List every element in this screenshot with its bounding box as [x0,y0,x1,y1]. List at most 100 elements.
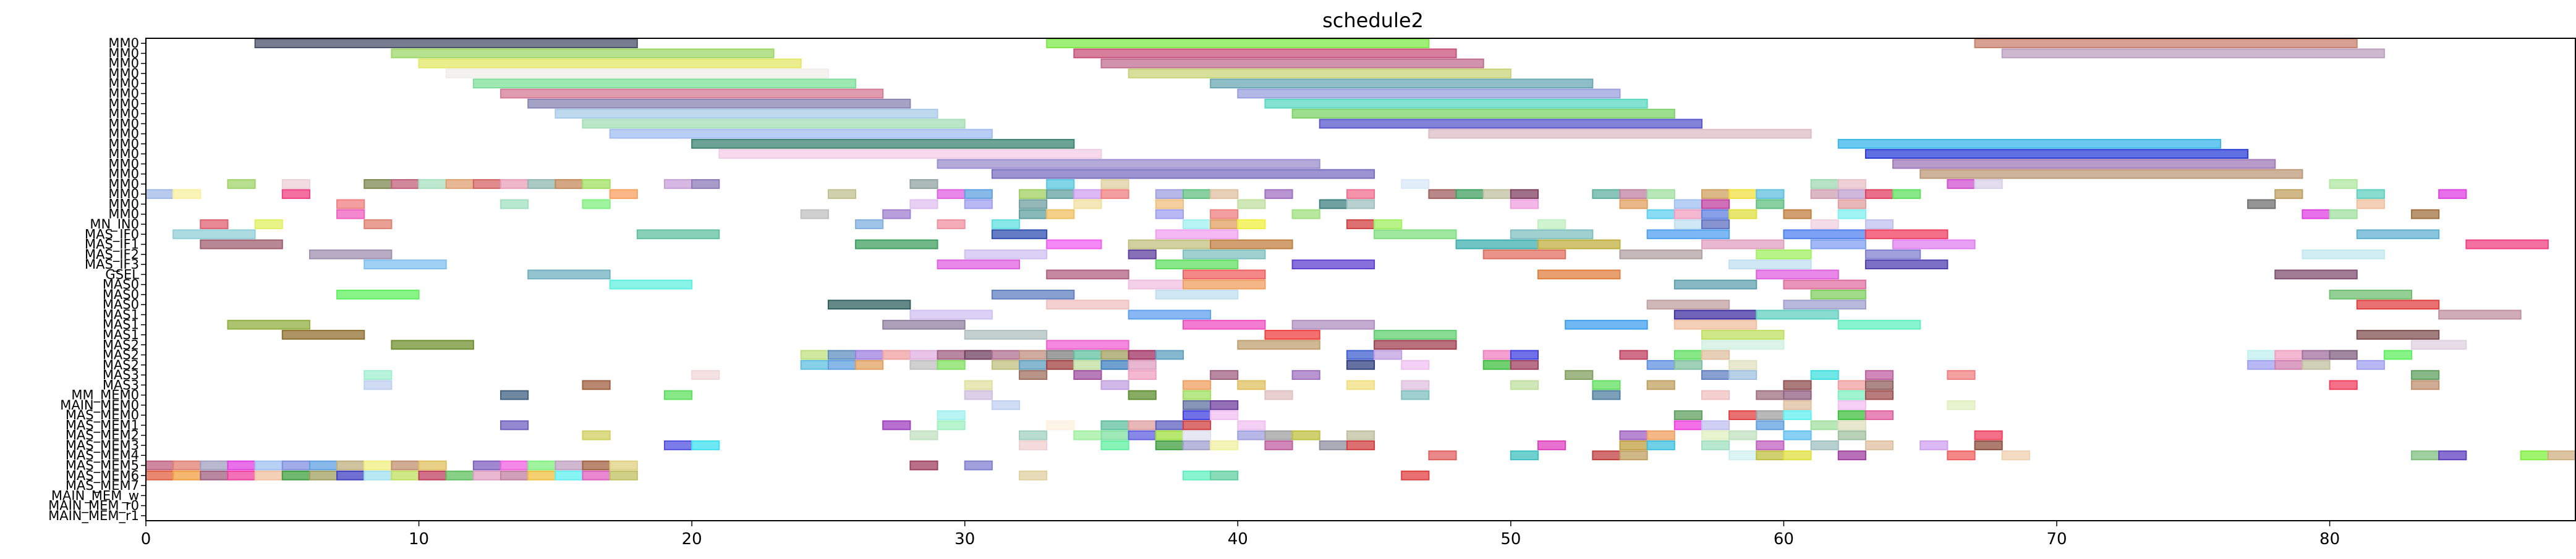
y-tick-label: MAS0 [103,297,139,312]
task-bar [2274,189,2303,200]
task-bar [1237,219,1266,229]
task-bar [1837,209,1866,219]
task-bar [1128,370,1157,380]
task-bar [1864,390,1894,400]
task-bar [2302,249,2385,259]
task-bar [1182,380,1212,390]
task-bar [1128,249,1157,259]
task-bar [391,460,420,471]
task-bar [1046,38,1430,49]
task-bar [1182,279,1266,290]
task-bar [1128,420,1157,431]
task-bar [1783,300,1866,310]
task-bar [1401,470,1430,481]
task-bar [1482,350,1511,360]
y-tick-label: GSEL [105,267,139,282]
task-bar [2302,209,2331,219]
task-bar [1019,430,1048,440]
task-bar [2356,189,2385,200]
task-bar [1756,420,1785,431]
task-bar [1128,359,1157,370]
task-bar [1592,390,1621,400]
task-bar [1592,189,1621,200]
task-bar [1673,199,1702,209]
task-bar [855,219,884,229]
task-bar [281,470,310,481]
task-bar [200,460,229,471]
task-bar [1374,330,1457,340]
task-bar [1619,249,1702,259]
task-bar [582,179,611,189]
task-bar [2356,229,2440,240]
task-bar [1837,400,1866,410]
task-bar [609,470,638,481]
task-bar [391,470,420,481]
task-bar [1291,319,1375,330]
task-bar [1646,189,1675,200]
task-bar [1701,219,1730,229]
task-bar [1046,340,1129,350]
task-bar [1401,179,1430,189]
x-tick-label: 60 [1774,530,1794,548]
task-bar [1319,119,1702,129]
task-bar [227,179,256,189]
task-bar [1237,430,1266,440]
task-bar [1701,420,1730,431]
task-bar [691,370,720,380]
task-bar [1974,430,2003,440]
task-bar [472,470,502,481]
task-bar [1019,370,1048,380]
y-tick-label: MM0 [108,106,139,121]
task-bar [1947,179,1976,189]
task-bar [964,330,1048,340]
y-tick-label: MM0 [108,36,139,51]
task-bar [1783,400,1812,410]
task-bar [1646,359,1675,370]
task-bar [2383,350,2413,360]
task-bar [363,219,393,229]
task-bar [1510,380,1539,390]
y-tick-label: MM0 [108,127,139,141]
task-bar [1264,390,1293,400]
task-bar [582,199,611,209]
task-bar [582,470,611,481]
task-bar [937,359,966,370]
task-bar [336,209,365,219]
task-bar [281,330,365,340]
task-bar [1565,319,1648,330]
task-bar [227,319,310,330]
task-bar [937,410,966,421]
task-bar [991,229,1048,240]
task-bar [1046,269,1129,280]
task-bar [582,430,611,440]
y-tick-label: MM0 [108,86,139,101]
task-bar [527,470,556,481]
y-tick-label: MM0 [108,66,139,81]
task-bar [1837,450,1866,461]
task-bar [1182,420,1212,431]
y-tick-label: MM0 [108,116,139,131]
task-bar [1210,400,1239,410]
task-bar [2411,209,2440,219]
x-tick-label: 70 [2046,530,2067,548]
task-bar [1482,359,1511,370]
task-bar [882,420,911,431]
task-bar [2438,450,2467,461]
task-bar [1565,370,1594,380]
task-bar [882,350,911,360]
y-tick-label: MAS_MEM0 [66,408,139,423]
task-bar [1701,199,1730,209]
task-bar [1974,179,2003,189]
task-bar [1046,300,1129,310]
y-tick-label: MM_MEM0 [71,388,139,403]
x-tick-label: 10 [409,530,429,548]
task-bar [1346,380,1375,390]
task-bar [1128,279,1184,290]
task-bar [827,300,911,310]
task-bar [1346,440,1375,450]
task-bar [1537,219,1566,229]
task-bar [1019,470,1048,481]
task-bar [1100,350,1129,360]
task-bar [855,239,938,250]
task-bar [1264,330,1320,340]
